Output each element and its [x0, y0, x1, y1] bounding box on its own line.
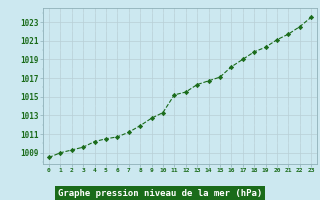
- Text: Graphe pression niveau de la mer (hPa): Graphe pression niveau de la mer (hPa): [58, 189, 262, 198]
